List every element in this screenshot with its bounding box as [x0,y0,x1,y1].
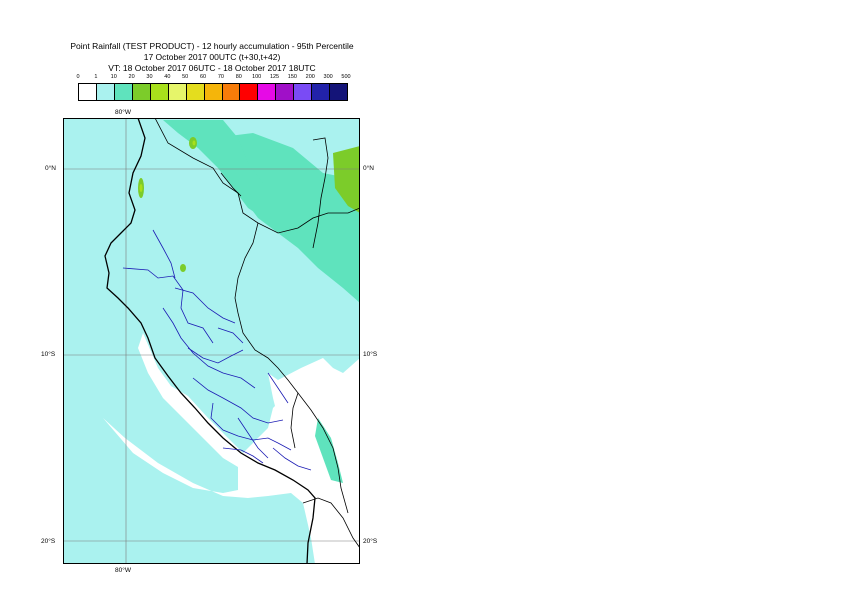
legend-label: 0 [76,74,80,80]
legend-swatch [222,84,241,100]
legend-swatch [96,84,115,100]
title-line-1: Point Rainfall (TEST PRODUCT) - 12 hourl… [70,41,354,51]
legend-label: 300 [323,74,333,80]
legend-swatch [150,84,169,100]
graticule [63,118,360,564]
legend-swatch [258,84,277,100]
legend-swatch [294,84,313,100]
legend-swatches [78,83,348,101]
international-borders [154,118,360,549]
legend-label: 20 [128,74,135,80]
title-line-3: VT: 18 October 2017 06UTC - 18 October 2… [108,63,316,73]
legend-label: 1 [94,74,98,80]
legend-label: 100 [252,74,262,80]
lat-label-right-0: 0°N [363,165,374,172]
regional-borders [122,229,312,471]
legend-swatch [114,84,133,100]
legend-swatch [79,84,97,100]
legend-label: 30 [146,74,153,80]
lat-label-left-20s: 20°S [41,538,56,545]
legend-swatch [132,84,151,100]
legend-label: 500 [341,74,351,80]
legend-label: 70 [217,74,224,80]
coastline [104,118,316,564]
lat-label-left-0: 0°N [45,165,56,172]
rain-cell-20-30-c [180,264,186,272]
lat-label-right-20s: 20°S [363,538,378,545]
legend-label: 150 [287,74,297,80]
rain-cell-30-40-b [192,140,196,146]
map-panel [63,118,360,564]
rain-cell-30-40 [139,184,143,192]
legend-label: 80 [235,74,242,80]
legend-swatch [330,84,348,100]
altiplano-dry-area [268,358,360,564]
title-block: Point Rainfall (TEST PRODUCT) - 12 hourl… [0,41,424,74]
rain-area-10-20-north [163,120,273,218]
legend-label: 200 [305,74,315,80]
legend-swatch [240,84,259,100]
legend-label: 50 [182,74,189,80]
legend-swatch [168,84,187,100]
rainfall-map [63,118,360,564]
legend-swatch [276,84,295,100]
lon-label-top: 80°W [115,109,131,116]
legend-label: 40 [164,74,171,80]
legend-swatch [204,84,223,100]
color-legend: 0 1 10 20 30 40 50 60 70 80 100 125 150 200 300 500 [76,74,351,104]
legend-label: 125 [269,74,280,80]
legend-swatch [312,84,331,100]
rain-area-10-20-east [315,418,343,483]
legend-label: 60 [200,74,207,80]
map-border [63,118,360,564]
lat-label-left-10s: 10°S [41,351,56,358]
legend-label: 10 [110,74,117,80]
legend-swatch [186,84,205,100]
lat-label-right-10s: 10°S [363,351,378,358]
lon-label-bottom: 80°W [115,567,131,574]
title-line-2: 17 October 2017 00UTC (t+30,t+42) [143,52,281,62]
coastal-dry-strip [138,333,288,490]
rain-area-20-30 [333,146,360,213]
